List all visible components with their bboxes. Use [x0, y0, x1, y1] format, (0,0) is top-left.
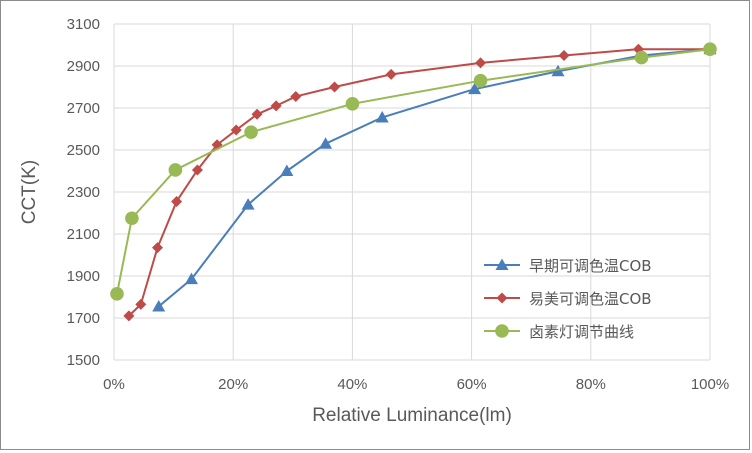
legend-marker: [496, 292, 508, 304]
y-tick-label: 2900: [67, 58, 100, 75]
series-layer: [110, 42, 717, 322]
x-tick-label: 80%: [576, 376, 606, 393]
y-tick-label: 1500: [67, 352, 100, 369]
y-axis-title: CCT(K): [19, 160, 40, 224]
series-line: [115, 48, 711, 295]
data-point: [375, 110, 389, 123]
x-tick-label: 20%: [218, 376, 248, 393]
x-tick-label: 60%: [457, 376, 487, 393]
data-point: [703, 42, 717, 56]
data-point: [290, 90, 302, 102]
data-point: [251, 108, 263, 120]
y-tick-label: 1900: [67, 268, 100, 285]
data-point: [123, 310, 135, 322]
legend: 早期可调色温COB 易美可调色温COB 卤素灯调节曲线: [484, 257, 652, 341]
legend-label: 易美可调色温COB: [529, 290, 652, 308]
legend-entry: 卤素灯调节曲线: [484, 323, 634, 341]
data-point: [230, 124, 242, 136]
data-point: [244, 125, 258, 139]
y-tick-label: 1700: [67, 310, 100, 327]
data-point: [184, 272, 198, 285]
data-point: [171, 195, 183, 207]
data-point: [191, 164, 203, 176]
x-tick-label: 40%: [337, 376, 367, 393]
data-point: [241, 198, 255, 210]
data-point: [558, 50, 570, 61]
legend-label: 早期可调色温COB: [529, 257, 652, 275]
data-point: [152, 299, 166, 312]
data-point: [270, 100, 282, 112]
x-tick-label: 0%: [103, 376, 125, 393]
y-tick-label: 2700: [67, 100, 100, 117]
data-point: [634, 50, 649, 65]
data-point: [168, 163, 183, 177]
data-point: [280, 164, 294, 176]
y-tick-label: 2100: [67, 226, 100, 243]
data-point: [110, 287, 124, 301]
series-line: [128, 48, 710, 317]
data-point: [385, 68, 397, 80]
data-point: [475, 57, 487, 69]
legend-entry: 易美可调色温COB: [484, 290, 652, 308]
legend-label: 卤素灯调节曲线: [529, 323, 634, 341]
legend-marker: [495, 258, 509, 270]
grid: [113, 23, 711, 361]
series-3: [110, 42, 717, 301]
series-2: [123, 43, 716, 322]
data-point: [345, 97, 360, 111]
legend-entry: 早期可调色温COB: [484, 257, 652, 275]
y-tick-label: 2500: [67, 142, 100, 159]
data-point: [468, 82, 482, 95]
legend-marker: [495, 324, 509, 338]
data-point: [135, 298, 147, 310]
y-tick-label: 2300: [67, 184, 100, 201]
x-axis-title: Relative Luminance(lm): [312, 405, 512, 426]
data-point: [125, 211, 139, 226]
data-point: [152, 242, 164, 254]
data-point: [329, 81, 341, 93]
x-tick-label: 100%: [691, 376, 729, 393]
y-tick-label: 3100: [67, 16, 100, 33]
data-point: [473, 73, 488, 88]
tick-labels: 1500 1700 1900 2100 2300 2500 2700 2900 3100 0% 20…: [67, 16, 730, 393]
data-point: [319, 137, 333, 149]
